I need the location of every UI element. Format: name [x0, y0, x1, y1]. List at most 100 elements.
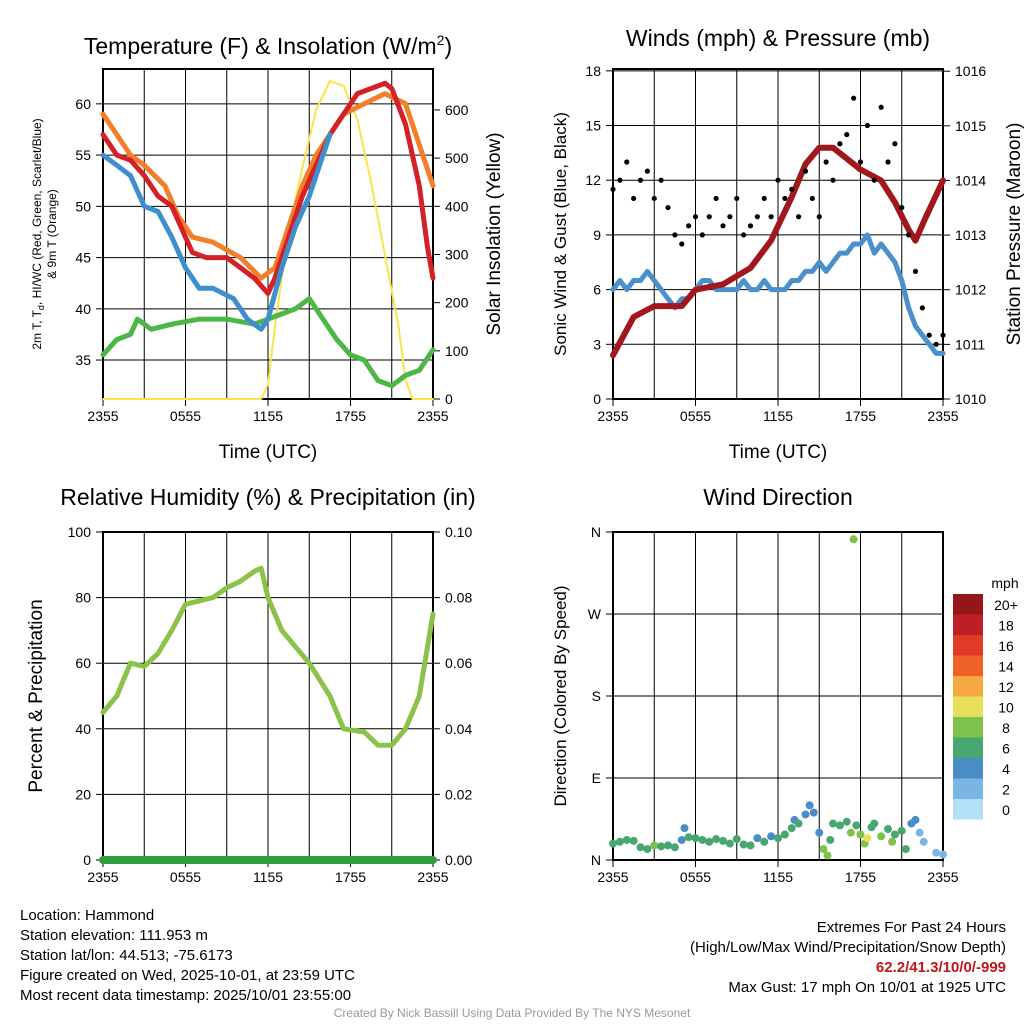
y2-tick-label: 0.08 — [445, 590, 472, 606]
gust-point — [830, 177, 836, 183]
gust-point — [679, 241, 685, 247]
y2-tick-label: 1015 — [955, 118, 986, 134]
wind-direction-point — [787, 824, 796, 833]
gust-point — [933, 341, 939, 347]
wind-direction-point — [609, 839, 617, 848]
wind-direction-point — [829, 819, 837, 828]
x-tick-label: 1155 — [253, 869, 283, 885]
panel-3: 0 20 40 60 80 100 0.00 0.02 0.04 0.06 0.08 0.10 2355… — [26, 484, 476, 885]
series-t9m-line — [100, 91, 436, 281]
wind-direction-point — [911, 815, 920, 824]
x-tick-label: 0555 — [170, 869, 201, 885]
legend-label: 20+ — [994, 597, 1018, 613]
wind-direction-point — [801, 810, 810, 819]
wind-direction-point — [705, 837, 714, 846]
wind-direction-point — [939, 850, 947, 859]
pressure-line — [610, 144, 946, 359]
gust-point — [940, 332, 946, 338]
wind-direction-point — [691, 834, 700, 843]
y-axis-label: Percent & Precipitation — [26, 599, 47, 792]
x-tick-label: 1755 — [845, 869, 876, 885]
rh-line — [100, 565, 436, 748]
y2-tick-label: 0 — [445, 391, 453, 407]
title-superscript: 2 — [437, 32, 445, 48]
chart-title: Winds (mph) & Pressure (mb) — [626, 25, 930, 51]
gust-point — [720, 223, 726, 229]
x-tick-label: 1155 — [253, 408, 283, 424]
wind-direction-point — [852, 821, 861, 830]
y-tick-label: 60 — [75, 96, 91, 112]
wind-direction-point — [767, 832, 776, 841]
title-end: ) — [444, 33, 452, 59]
gust-point — [802, 168, 809, 174]
y2-tick-label: 1011 — [955, 336, 985, 352]
gust-point — [706, 214, 712, 220]
y-tick-label: 35 — [75, 352, 91, 368]
series-dew-line — [100, 296, 436, 389]
legend-swatch — [953, 758, 983, 779]
x-tick-label: 2355 — [87, 869, 118, 885]
x-tick-label: 1155 — [763, 869, 793, 885]
x-tick-label: 2355 — [87, 408, 118, 424]
wind-direction-point — [650, 841, 659, 850]
y-label-part: , HI/WC (Red, Green, Scarlet/Blue) — [30, 118, 44, 305]
x-axis-label: Time (UTC) — [219, 442, 318, 463]
wind-direction-point — [819, 845, 828, 854]
gust-point — [837, 141, 843, 147]
plot-frame — [102, 68, 434, 400]
gust-point — [892, 141, 898, 147]
legend-swatch — [953, 696, 983, 717]
gust-point — [926, 332, 932, 338]
legend-label: 12 — [998, 679, 1014, 695]
gust-point — [782, 195, 788, 202]
gust-point — [857, 159, 864, 165]
gust-point — [912, 268, 919, 274]
chart-title: Temperature (F) & Insolation (W/m2) — [84, 32, 452, 59]
y-axis-label: 2m T, Td, HI/WC (Red, Green, Scarlet/Blu… — [30, 118, 46, 349]
y-tick-label: N — [591, 852, 601, 868]
legend-swatch — [953, 717, 983, 738]
legend-label: 14 — [998, 659, 1014, 675]
y-axis-label: Sonic Wind & Gust (Blue, Black) — [551, 112, 570, 356]
legend-label: 8 — [1002, 720, 1010, 736]
y-axis-label: Direction (Colored By Speed) — [551, 585, 570, 806]
elevation-text: Station elevation: 111.953 m — [20, 927, 208, 944]
wind-direction-point — [753, 834, 762, 843]
wind-direction-point — [884, 825, 892, 834]
latlon-text: Station lat/lon: 44.513; -75.6173 — [20, 947, 233, 964]
y-tick-label: 3 — [593, 336, 601, 352]
gust-point — [644, 168, 650, 174]
wind-direction-point — [870, 819, 879, 828]
x-axis-label: Time (UTC) — [729, 442, 828, 463]
gust-point — [775, 177, 781, 183]
chart-title: Relative Humidity (%) & Precipitation (i… — [60, 484, 475, 510]
y2-tick-label: 200 — [445, 295, 469, 311]
wind-direction-point — [760, 837, 769, 846]
legend-swatch — [953, 737, 983, 758]
gust-point — [617, 177, 623, 183]
wind-direction-point — [915, 828, 924, 837]
y-tick-label: 50 — [75, 198, 91, 214]
y2-tick-label: 1016 — [955, 63, 986, 79]
wind-direction-point — [712, 835, 721, 844]
legend-label: 10 — [998, 700, 1014, 716]
gust-point — [885, 159, 891, 165]
legend-label: 6 — [1002, 741, 1010, 757]
wind-direction-point — [863, 834, 872, 843]
y-tick-label: 0 — [83, 852, 91, 868]
gust-point — [651, 195, 657, 202]
wind-direction-point — [919, 837, 928, 846]
gust-point — [919, 305, 925, 311]
wind-direction-point — [888, 837, 897, 846]
wind-direction-point — [622, 835, 631, 844]
wind-direction-point — [823, 851, 832, 860]
legend-label: 2 — [1002, 782, 1010, 798]
gust-point — [713, 195, 719, 202]
wind-direction-point — [774, 834, 782, 843]
wind-direction-point — [842, 817, 851, 826]
y2-tick-label: 1012 — [955, 282, 986, 298]
wind-direction-point — [809, 808, 818, 817]
